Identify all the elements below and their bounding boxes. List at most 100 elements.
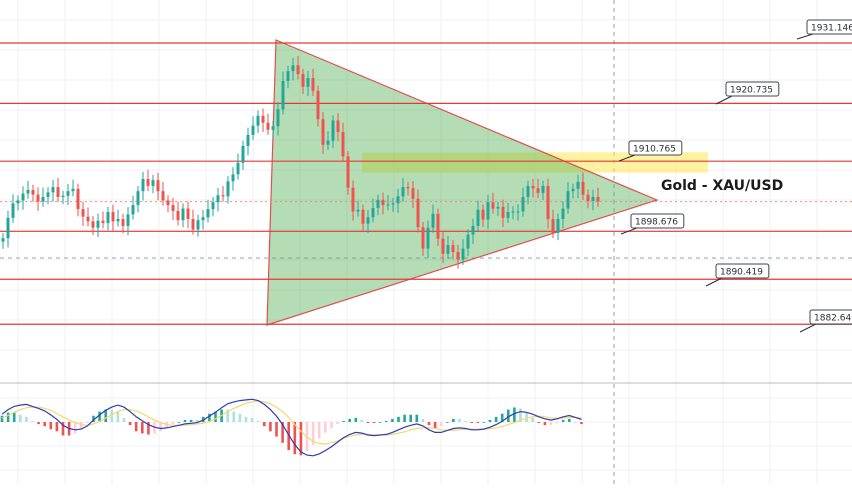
candle-body (576, 181, 580, 189)
macd-histogram-bar (507, 409, 510, 422)
candle-body (361, 209, 365, 224)
candle-body (491, 202, 495, 209)
candle-body (271, 126, 275, 130)
macd-histogram-bar (73, 422, 77, 434)
candle-body (21, 193, 25, 201)
price-label-leader (796, 33, 814, 40)
price-label-box (628, 140, 683, 156)
macd-histogram-bar (336, 422, 339, 425)
price-label-box (809, 309, 852, 325)
candle-body (486, 202, 490, 220)
candle-body (266, 122, 270, 130)
candle-body (501, 206, 505, 218)
macd-histogram-bar (86, 422, 89, 424)
candle-body (356, 209, 360, 212)
candle-body (401, 187, 405, 197)
macd-histogram-bar (37, 422, 40, 425)
candle-body (481, 209, 485, 220)
candle-body (301, 74, 305, 87)
candle-body (586, 194, 590, 202)
candle-body (331, 120, 335, 141)
macd-histogram-bar (500, 413, 504, 422)
macd-histogram-bar (122, 417, 126, 422)
candle-body (216, 195, 220, 203)
candle-body (201, 217, 205, 221)
macd-histogram-bar (427, 422, 431, 426)
candle-body (56, 187, 60, 197)
candle-body (396, 196, 400, 204)
macd-histogram-bar (110, 409, 114, 422)
support-resistance-layer (0, 42, 852, 325)
candle-body (291, 65, 295, 72)
candle-body (351, 187, 355, 212)
macd-histogram-bar (147, 422, 150, 435)
candle-body (151, 180, 155, 186)
macd-histogram-bar (189, 419, 193, 422)
candle-body (466, 234, 470, 249)
macd-histogram-bar (549, 422, 553, 426)
candle-body (111, 212, 115, 222)
macd-histogram-bar (421, 418, 425, 422)
candle-body (66, 191, 70, 196)
triangle-pattern-layer (266, 39, 708, 326)
candle-body (461, 248, 465, 260)
macd-histogram-bar (391, 418, 394, 422)
candle-body (526, 185, 530, 197)
candle-body (566, 191, 570, 209)
candle-body (581, 181, 585, 195)
macd-histogram-bar (275, 422, 278, 437)
candle-body (596, 196, 600, 202)
candle-body (561, 208, 565, 220)
candle-body (521, 196, 525, 212)
price-label-box (725, 81, 780, 97)
macd-histogram-bar (238, 413, 242, 422)
macd-histogram-bar (488, 419, 492, 422)
candle-body (76, 188, 80, 210)
candle-body (146, 178, 150, 186)
macd-histogram-bar (195, 419, 199, 422)
candle-body (546, 185, 550, 220)
macd-histogram-bar (360, 419, 364, 422)
macd-histogram-bar (348, 418, 351, 422)
macd-histogram-bar (574, 422, 577, 423)
price-label-leader (705, 277, 723, 287)
macd-histogram-bar (159, 422, 162, 432)
macd-histogram-bar (80, 422, 83, 430)
candle-body (211, 202, 215, 210)
price-label-text: 1890.419 (720, 268, 763, 278)
candle-body (106, 212, 110, 224)
macd-histogram-bar (12, 412, 16, 422)
candle-body (206, 209, 210, 218)
macd-histogram-bar (330, 422, 333, 429)
macd-histogram-bar (177, 422, 181, 423)
macd-histogram-bar (568, 418, 571, 422)
macd-histogram-bar (543, 422, 547, 426)
candle-body (31, 190, 35, 195)
candle-body (456, 252, 460, 260)
macd-histogram-bar (452, 418, 455, 422)
candle-body (376, 199, 380, 208)
price-label-text: 1882.649 (814, 314, 852, 324)
macd-histogram-bar (366, 422, 370, 424)
macd-histogram-bar (397, 416, 400, 422)
macd-histogram-bar (55, 422, 59, 432)
candle-body (341, 132, 345, 157)
macd-histogram-bar (141, 422, 144, 434)
candle-body (136, 191, 140, 206)
candle-body (441, 238, 445, 254)
candle-body (446, 245, 450, 254)
macd-histogram-bar (98, 411, 101, 422)
price-label-box (630, 213, 685, 229)
macd-histogram-bar (43, 422, 46, 427)
price-label-box (806, 19, 852, 35)
macd-histogram-bar (104, 409, 107, 422)
macd-histogram-bar (555, 422, 559, 424)
candle-body (346, 156, 350, 188)
candle-body (86, 216, 90, 222)
candle-body (506, 212, 510, 218)
candle-body (226, 181, 230, 197)
price-label-leader (799, 323, 817, 333)
macd-histogram-bar (92, 415, 95, 422)
